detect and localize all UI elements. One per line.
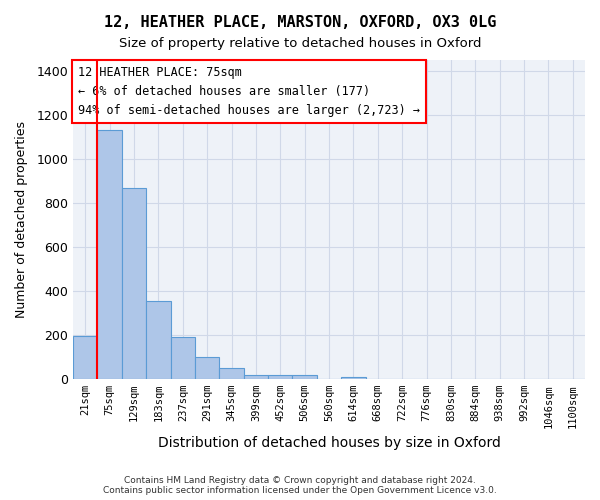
Bar <box>268 375 292 379</box>
Bar <box>146 301 170 379</box>
Bar <box>97 130 122 379</box>
Text: 12 HEATHER PLACE: 75sqm
← 6% of detached houses are smaller (177)
94% of semi-de: 12 HEATHER PLACE: 75sqm ← 6% of detached… <box>78 66 420 118</box>
Bar <box>341 377 365 379</box>
Text: Size of property relative to detached houses in Oxford: Size of property relative to detached ho… <box>119 38 481 51</box>
Bar <box>122 188 146 379</box>
Text: 12, HEATHER PLACE, MARSTON, OXFORD, OX3 0LG: 12, HEATHER PLACE, MARSTON, OXFORD, OX3 … <box>104 15 496 30</box>
Bar <box>292 375 317 379</box>
Bar <box>195 357 220 379</box>
Text: Contains HM Land Registry data © Crown copyright and database right 2024.
Contai: Contains HM Land Registry data © Crown c… <box>103 476 497 495</box>
Bar <box>220 368 244 379</box>
Bar <box>244 374 268 379</box>
X-axis label: Distribution of detached houses by size in Oxford: Distribution of detached houses by size … <box>158 436 500 450</box>
Bar <box>73 336 97 379</box>
Bar <box>170 337 195 379</box>
Y-axis label: Number of detached properties: Number of detached properties <box>15 121 28 318</box>
